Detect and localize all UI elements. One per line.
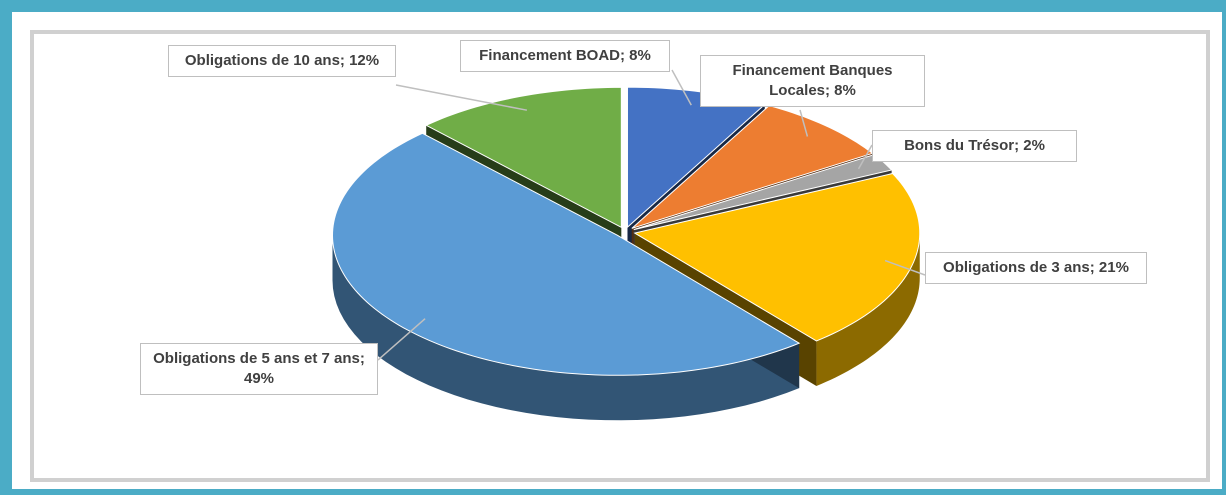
- data-label: Obligations de 3 ans; 21%: [925, 252, 1147, 284]
- leader-line: [395, 84, 528, 111]
- value-label: 49%: [243, 370, 275, 387]
- data-label: Financement Banques Locales; 8%: [700, 55, 925, 107]
- data-label: Bons du Trésor; 2%: [872, 130, 1077, 162]
- category-label: Obligations de 10 ans;: [184, 52, 345, 69]
- category-label: Bons du Trésor;: [904, 137, 1020, 154]
- chart-area: [30, 30, 1210, 482]
- value-label: 2%: [1023, 137, 1045, 154]
- category-label: Financement BOAD;: [479, 47, 625, 64]
- slice: [331, 132, 801, 376]
- value-label: 8%: [834, 82, 856, 99]
- category-label: Financement Banques Locales;: [732, 62, 893, 99]
- leader-line: [799, 109, 809, 137]
- leader-line: [377, 318, 426, 361]
- data-label: Financement BOAD; 8%: [460, 40, 670, 72]
- slice: [631, 105, 874, 229]
- value-label: 12%: [349, 52, 380, 69]
- slice: [425, 86, 622, 229]
- slice-side: [332, 235, 800, 421]
- slice-side: [816, 233, 920, 386]
- slice: [633, 172, 921, 342]
- data-label: Obligations de 5 ans et 7 ans; 49%: [140, 343, 378, 395]
- leader-line: [671, 69, 692, 106]
- value-label: 8%: [629, 47, 651, 64]
- leader-line: [884, 259, 926, 276]
- category-label: Obligations de 5 ans et 7 ans;: [153, 350, 365, 367]
- value-label: 21%: [1098, 259, 1129, 276]
- leader-line: [857, 144, 873, 170]
- category-label: Obligations de 3 ans;: [943, 259, 1095, 276]
- data-label: Obligations de 10 ans; 12%: [168, 45, 396, 77]
